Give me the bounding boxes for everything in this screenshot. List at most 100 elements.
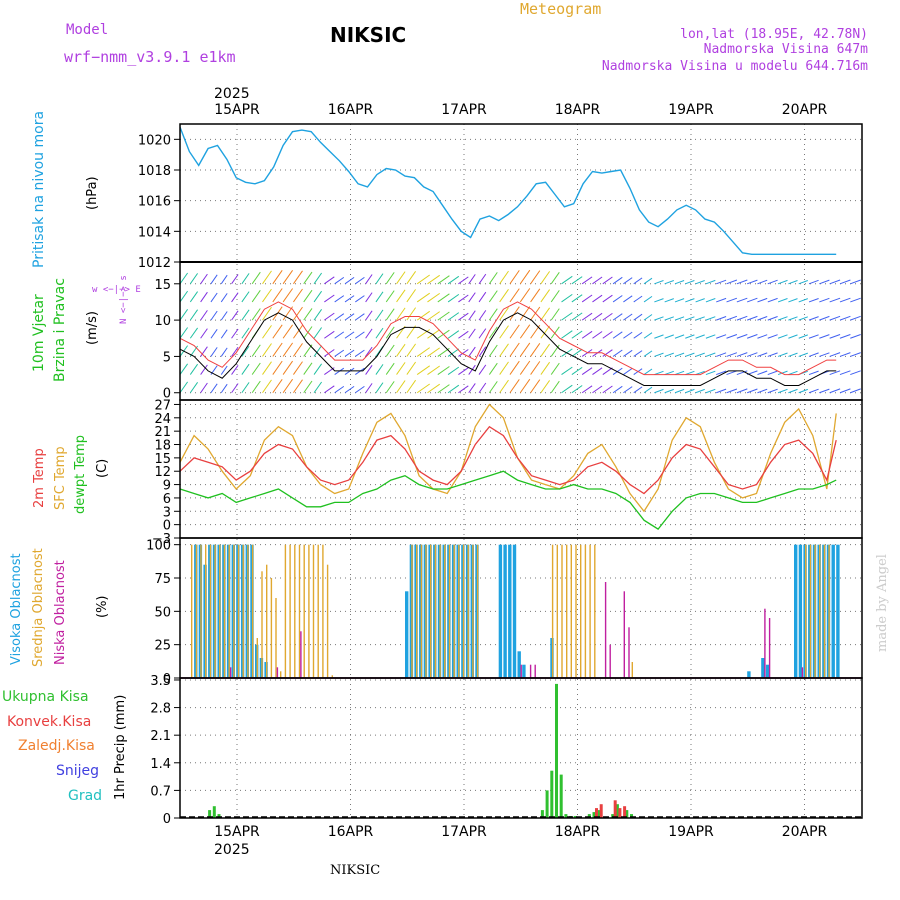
wind-arrow (550, 290, 560, 303)
cloud-bar (828, 544, 830, 678)
wind-arrow (200, 291, 208, 303)
wind-arrow (427, 274, 440, 285)
wind-arrow (788, 280, 798, 285)
wind-speed-line (179, 312, 837, 386)
wind-arrow (447, 348, 460, 357)
low-cloud-label: Niska Oblacnost (53, 560, 68, 665)
watermark: made by Angel (875, 554, 890, 652)
wind-arrow (293, 306, 303, 321)
wind-arrow (612, 295, 623, 303)
wind-arrow (282, 342, 294, 357)
wind-arrow (499, 307, 509, 321)
wind-arrow (695, 334, 705, 339)
wind-arrow (571, 348, 583, 357)
precip-tick-label: 3.5 (150, 674, 171, 689)
wind-arrow (499, 289, 509, 303)
wind-arrow (293, 379, 303, 394)
wind-arrow (509, 360, 520, 375)
wind-arrow (612, 276, 623, 285)
wind-arrow (757, 334, 768, 339)
cloud-bar (280, 671, 282, 678)
cloud-bar (823, 544, 826, 678)
wind-arrow (777, 352, 788, 357)
wind-arrow (447, 275, 460, 285)
wind-arrow (220, 365, 228, 375)
wind-arrow (633, 386, 643, 394)
wind-arrow (241, 327, 250, 339)
wind-arrow (674, 334, 685, 339)
sfc-temp-line (179, 403, 837, 513)
precip-tick-label: 1.4 (150, 757, 171, 772)
high-cloud-label: Visoka Oblacnost (9, 553, 24, 665)
wind-arrow (685, 388, 695, 394)
wind-arrow (385, 272, 395, 285)
wind-arrow (427, 329, 440, 339)
wind-arrow (355, 313, 365, 321)
wind-arrow (303, 362, 313, 375)
wind-arrow (623, 331, 633, 339)
cloud-bar (534, 664, 536, 678)
pressure-ticks: 1012 1014 1016 1018 1020 (138, 133, 180, 271)
wind-arrow (664, 352, 674, 357)
wind-arrow (519, 288, 531, 303)
wind-arrow (334, 276, 345, 285)
temp-tick-label: 18 (154, 439, 171, 454)
wind-arrow (468, 274, 476, 285)
wind-arrow (406, 271, 417, 285)
bottom-date-tick: 17APR (441, 824, 487, 840)
wind-arrow (365, 346, 373, 357)
wind-arrow (788, 298, 798, 303)
wind-arrow (643, 295, 653, 303)
wind-arrow (777, 370, 788, 376)
precip-bar (550, 770, 554, 818)
total-precip-label: Ukupna Kisa (2, 689, 89, 705)
temp-tick-label: 21 (154, 425, 171, 440)
wind-arrow (757, 370, 768, 376)
wind-arrow (324, 330, 335, 339)
wind-arrow (519, 269, 531, 285)
precip-bar (630, 814, 633, 818)
wind-arrow (602, 276, 613, 285)
wind-arrow (777, 334, 788, 339)
wind-arrow (550, 380, 560, 394)
wind-arrow (850, 297, 861, 303)
cloud-bar (251, 544, 254, 678)
wind-arrow (643, 368, 653, 375)
wind-arrow (685, 316, 695, 321)
wind-arrow (189, 382, 199, 394)
cloud-bar (298, 544, 301, 678)
cloud-bar (326, 564, 329, 678)
wind-arrow (241, 382, 250, 394)
cloud-bar (498, 544, 503, 678)
cloud-frame (179, 537, 863, 679)
wind-arrow (716, 297, 727, 303)
cloud-bar (508, 544, 512, 678)
wind-arrow (819, 352, 830, 357)
wind-arrow (592, 385, 603, 394)
wind-panel: 0 5 10 15 (154, 269, 861, 402)
wind-arrow (850, 352, 861, 357)
pressure-line (179, 126, 837, 256)
model-altitude-text: Nadmorska Visina u modelu 644.716m (602, 59, 868, 74)
cloud-tick-label: 75 (154, 572, 171, 587)
wind-arrow (819, 334, 830, 339)
wind-arrow (540, 271, 551, 285)
precip-bar (615, 804, 619, 818)
wind-arrow (746, 315, 758, 321)
bottom-date-tick: 16APR (328, 824, 374, 840)
wind-arrow (179, 290, 189, 303)
wind-arrow (396, 343, 406, 357)
dewpt-line (179, 470, 837, 530)
wind-arrow (272, 324, 283, 339)
wind-direction-legend-ew: w <−|−> E (92, 285, 141, 295)
wind-arrow (788, 334, 798, 339)
wind-arrow (458, 276, 469, 285)
wind-ticks: 0 5 10 15 (154, 278, 180, 402)
wind-arrow (798, 316, 808, 321)
cloud-bar (411, 544, 413, 678)
temp-tick-label: 24 (154, 412, 171, 427)
temp-tick-label: 15 (154, 452, 171, 467)
wind-arrow (746, 297, 758, 303)
wind-arrow (757, 279, 768, 285)
